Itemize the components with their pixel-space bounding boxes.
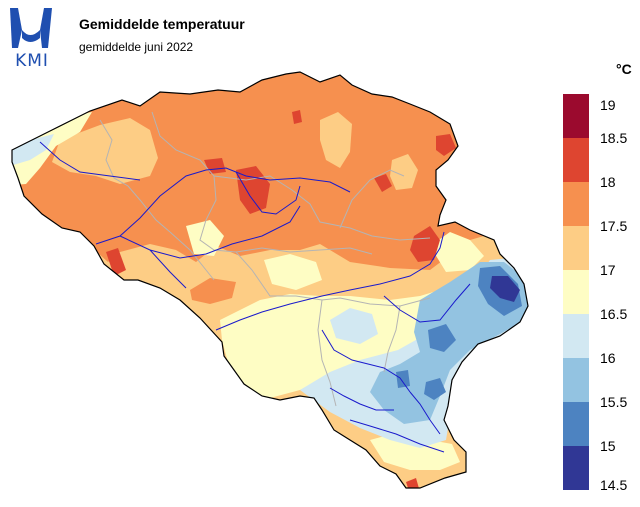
zone-18-18.5 xyxy=(106,248,126,276)
legend-tick-label: 15.5 xyxy=(600,394,628,410)
country-outline xyxy=(11,71,529,489)
color-legend xyxy=(563,94,589,492)
legend-tick-label: 17.5 xyxy=(600,218,628,234)
legend-tick-label: 15 xyxy=(600,438,616,454)
zone-17-17.5 xyxy=(390,154,418,190)
legend-swatch xyxy=(563,226,589,270)
legend-swatch xyxy=(563,270,589,314)
zone-16.5-17 xyxy=(186,220,224,256)
legend-tick-label: 16 xyxy=(600,350,616,366)
zone-16-16.5 xyxy=(330,308,378,344)
zone-18-18.5 xyxy=(410,226,440,262)
legend-tick-label: 16.5 xyxy=(600,306,628,322)
zone-18-18.5 xyxy=(406,478,420,488)
legend-swatch xyxy=(563,358,589,402)
zone-16.5-17 xyxy=(264,254,322,290)
legend-tick-label: 18 xyxy=(600,174,616,190)
legend-tick-label: 17 xyxy=(600,262,616,278)
zone-16.5-17 xyxy=(220,290,456,398)
legend-swatch xyxy=(563,182,589,226)
zone-17.5-18 xyxy=(12,72,528,270)
legend-swatch xyxy=(563,402,589,446)
zone-15-15.5 xyxy=(424,378,446,400)
rivers xyxy=(39,141,471,453)
zone-18-18.5 xyxy=(374,174,392,192)
province-borders xyxy=(99,111,431,407)
kmi-logo xyxy=(10,8,52,48)
map-title: Gemiddelde temperatuur xyxy=(79,16,245,32)
logo-text: KMI xyxy=(15,51,49,71)
legend-swatch xyxy=(563,138,589,182)
zone-18-18.5 xyxy=(236,166,270,214)
legend-swatch xyxy=(563,94,589,138)
legend-unit: °C xyxy=(616,61,632,77)
zone-17-17.5 xyxy=(52,118,158,184)
zone-14.5-15 xyxy=(490,276,520,302)
legend-swatch xyxy=(563,314,589,358)
zone-17.5-18 xyxy=(190,278,236,304)
zone-15-15.5 xyxy=(396,370,410,388)
zone-15-15.5 xyxy=(428,324,456,352)
map-subtitle: gemiddelde juni 2022 xyxy=(79,40,194,54)
legend-tick-label: 14.5 xyxy=(600,477,628,493)
zone-17-17.5 xyxy=(320,112,352,168)
zone-18-18.5 xyxy=(292,110,302,124)
zone-16.5-17 xyxy=(430,232,484,272)
legend-tick-label: 18.5 xyxy=(600,130,628,146)
legend-tick-label: 19 xyxy=(600,97,616,113)
zone-18-18.5 xyxy=(436,134,456,156)
legend-swatch xyxy=(563,446,589,490)
